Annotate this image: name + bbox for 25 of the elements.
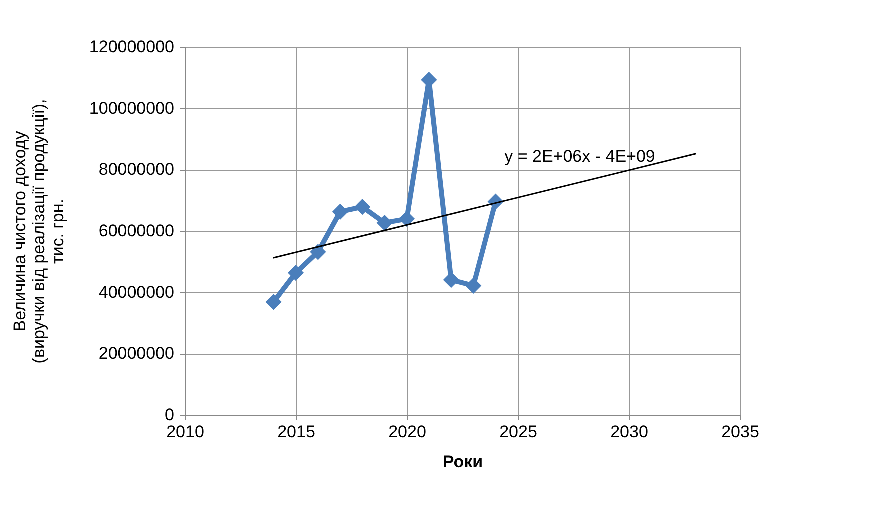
point bbox=[398, 210, 416, 228]
point bbox=[310, 244, 326, 260]
x-tick-label: 2035 bbox=[722, 422, 760, 442]
x-tick-label: 2030 bbox=[610, 422, 648, 442]
y-tick-label: 120000000 bbox=[89, 38, 174, 56]
y-tick-label: 40000000 bbox=[98, 282, 174, 302]
y-tick-label: 0 bbox=[165, 406, 174, 424]
x-tick-label: 2010 bbox=[166, 422, 204, 442]
point bbox=[332, 204, 348, 220]
annotation: y = 2E+06x - 4E+09 bbox=[504, 147, 656, 166]
y-tick-label: 100000000 bbox=[89, 98, 174, 118]
point bbox=[266, 294, 282, 310]
x-tick-label: 2020 bbox=[388, 422, 426, 442]
y-axis-title: Величина чистого доходу (виручки від реалізації продукції), тис. грн. bbox=[10, 99, 68, 364]
point bbox=[376, 214, 393, 232]
x-axis-title: Роки bbox=[442, 452, 484, 472]
y-tick-label: 60000000 bbox=[98, 222, 174, 240]
point bbox=[354, 199, 371, 216]
x-tick-label: 2015 bbox=[278, 422, 316, 442]
point bbox=[466, 278, 482, 294]
y-tick-label: 80000000 bbox=[98, 160, 174, 180]
point bbox=[288, 264, 304, 282]
x-tick-label: 2025 bbox=[500, 422, 538, 442]
y-tick-label: 20000000 bbox=[98, 344, 174, 364]
point bbox=[443, 272, 460, 288]
